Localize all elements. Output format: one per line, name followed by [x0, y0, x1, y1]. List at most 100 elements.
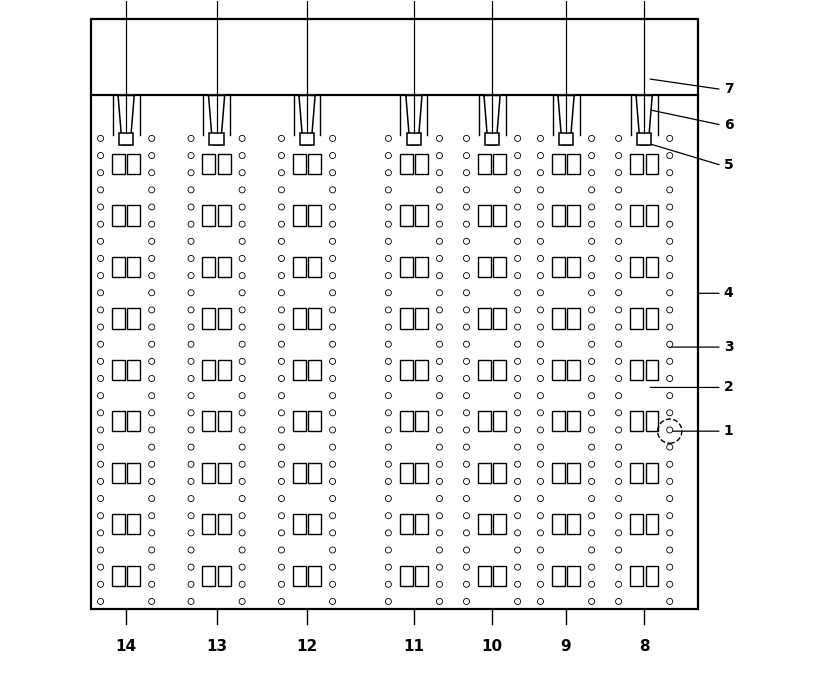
Circle shape [437, 444, 443, 450]
Circle shape [188, 547, 194, 553]
Circle shape [188, 461, 194, 467]
Circle shape [537, 564, 543, 570]
Circle shape [97, 410, 104, 416]
Bar [218, 463, 231, 483]
Circle shape [278, 152, 285, 158]
Bar [400, 154, 412, 174]
Circle shape [188, 495, 194, 501]
Circle shape [667, 564, 672, 570]
Circle shape [385, 599, 391, 605]
Circle shape [667, 135, 672, 142]
Circle shape [330, 324, 335, 330]
Circle shape [278, 513, 285, 519]
Bar [308, 360, 321, 380]
Circle shape [437, 530, 443, 536]
Circle shape [239, 530, 245, 536]
Circle shape [589, 255, 595, 262]
Circle shape [385, 272, 391, 278]
Text: 3: 3 [724, 340, 734, 354]
Circle shape [97, 495, 104, 501]
Bar [293, 514, 306, 534]
Circle shape [589, 272, 595, 278]
Circle shape [437, 599, 443, 605]
Circle shape [149, 530, 155, 536]
Circle shape [667, 239, 672, 245]
Text: 11: 11 [403, 639, 425, 654]
Text: 13: 13 [206, 639, 227, 654]
Circle shape [589, 375, 595, 381]
Bar [493, 154, 506, 174]
Circle shape [239, 255, 245, 262]
Circle shape [437, 564, 443, 570]
Bar [203, 514, 215, 534]
Circle shape [667, 170, 672, 176]
Circle shape [97, 152, 104, 158]
Bar [293, 154, 306, 174]
Circle shape [537, 393, 543, 399]
Circle shape [97, 393, 104, 399]
Bar [478, 360, 491, 380]
Circle shape [589, 359, 595, 365]
Circle shape [330, 359, 335, 365]
Circle shape [667, 581, 672, 587]
Circle shape [616, 513, 622, 519]
Circle shape [437, 495, 443, 501]
Bar [128, 514, 140, 534]
Circle shape [667, 255, 672, 262]
Circle shape [149, 152, 155, 158]
Bar [293, 411, 306, 431]
Bar [645, 514, 658, 534]
Bar [552, 463, 564, 483]
Circle shape [667, 479, 672, 485]
Bar [630, 206, 643, 226]
Bar [308, 463, 321, 483]
Circle shape [385, 221, 391, 227]
Circle shape [330, 290, 335, 296]
Circle shape [97, 427, 104, 433]
Circle shape [239, 375, 245, 381]
Text: 1: 1 [724, 424, 734, 438]
Bar [218, 257, 231, 277]
Circle shape [239, 461, 245, 467]
Circle shape [537, 599, 543, 605]
Circle shape [239, 152, 245, 158]
Circle shape [97, 204, 104, 210]
Circle shape [149, 272, 155, 278]
Polygon shape [406, 96, 422, 145]
Circle shape [385, 410, 391, 416]
Circle shape [589, 461, 595, 467]
Circle shape [97, 530, 104, 536]
Circle shape [385, 341, 391, 347]
Bar [128, 411, 140, 431]
Circle shape [589, 221, 595, 227]
Bar [112, 257, 125, 277]
Circle shape [239, 170, 245, 176]
Circle shape [464, 479, 470, 485]
Circle shape [97, 479, 104, 485]
Circle shape [385, 239, 391, 245]
Circle shape [188, 187, 194, 193]
Circle shape [278, 239, 285, 245]
Circle shape [188, 444, 194, 450]
Bar [416, 206, 428, 226]
Circle shape [330, 152, 335, 158]
Bar [637, 133, 651, 145]
Circle shape [330, 239, 335, 245]
Circle shape [667, 272, 672, 278]
Circle shape [188, 204, 194, 210]
Circle shape [330, 547, 335, 553]
Circle shape [589, 513, 595, 519]
Circle shape [330, 530, 335, 536]
Circle shape [97, 221, 104, 227]
Circle shape [515, 375, 520, 381]
Bar [630, 565, 643, 586]
Circle shape [278, 324, 285, 330]
Circle shape [278, 307, 285, 313]
Bar [112, 309, 125, 328]
Bar [128, 154, 140, 174]
Circle shape [537, 410, 543, 416]
Circle shape [149, 290, 155, 296]
Bar [645, 463, 658, 483]
Circle shape [589, 427, 595, 433]
Circle shape [149, 135, 155, 142]
